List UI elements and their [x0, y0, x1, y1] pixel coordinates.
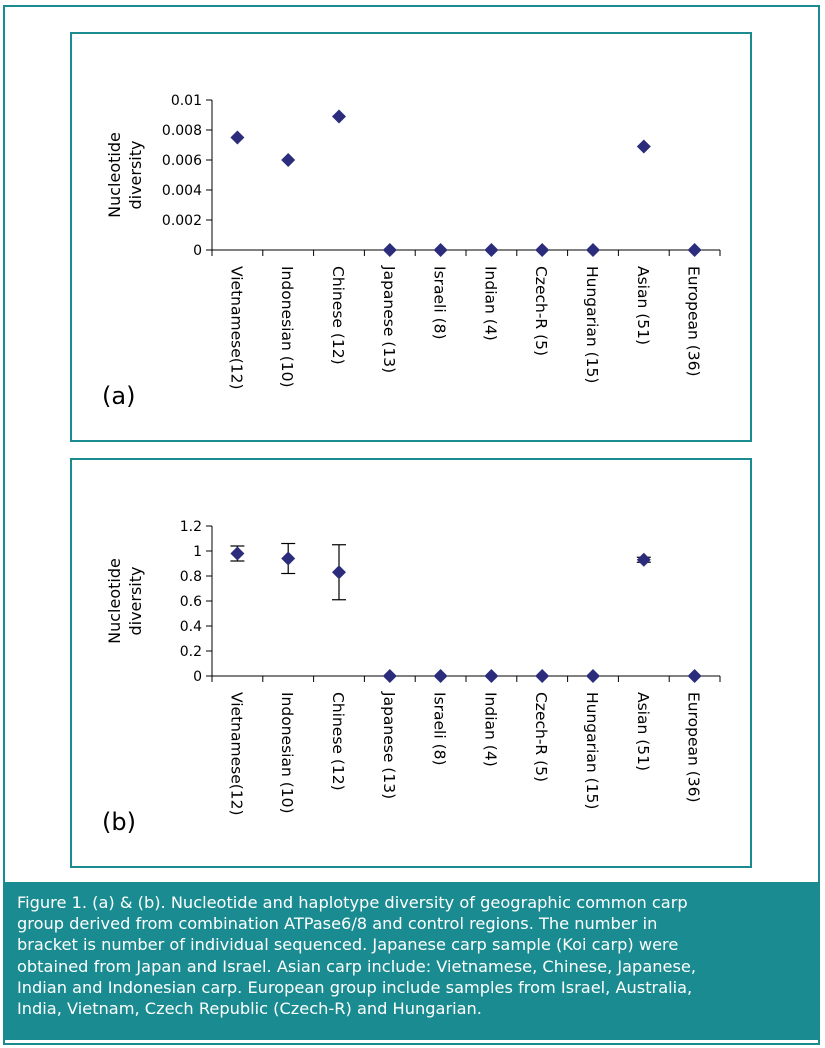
caption-line: bracket is number of individual sequence… [17, 935, 679, 955]
y-axis-label: diversity [126, 140, 145, 209]
x-category-label: Czech-R (5) [532, 692, 550, 782]
figure-frame [3, 5, 820, 1045]
data-point [586, 669, 600, 683]
caption-line: Indian and Indonesian carp. European gro… [17, 977, 693, 997]
data-point [636, 139, 651, 154]
y-tick-label: 1 [193, 544, 202, 560]
data-point [484, 669, 499, 683]
data-point [687, 669, 702, 683]
data-point [332, 565, 346, 580]
chart-panel-b: 0 0.2 0.4 0.6 0.8 1 1.2 Nucleotide diversity Viet… [70, 458, 752, 868]
x-category-label: Vietnamese(12) [227, 692, 245, 816]
panel-label: (b) [102, 808, 136, 836]
x-category-label: European (36) [685, 692, 703, 803]
figure-caption: Figure 1. (a) & (b). Nucleotide and hapl… [5, 882, 818, 1040]
data-point [687, 243, 702, 257]
data-point [484, 243, 499, 257]
data-point [586, 243, 600, 257]
chart-panel-a: 0 0.002 0.004 0.006 0.008 0.01 Nucleotide diver… [70, 32, 752, 442]
y-tick-label: 0.008 [162, 123, 202, 139]
x-category-label: Czech-R (5) [532, 266, 550, 356]
y-axis-label: diversity [126, 566, 145, 635]
y-tick-label: 0.006 [162, 153, 202, 169]
data-point [230, 546, 245, 561]
data-point [382, 669, 397, 683]
y-tick-label: 0 [193, 669, 202, 685]
x-category-label: Hungarian (15) [583, 692, 601, 809]
data-point [281, 153, 296, 167]
x-category-label: Japanese (13) [380, 265, 398, 373]
x-category-label: European (36) [685, 266, 703, 377]
x-category-label: Asian (51) [634, 692, 652, 771]
chart-a-svg: 0 0.002 0.004 0.006 0.008 0.01 Nucleotide diver… [102, 93, 721, 410]
caption-line: group derived from combination ATPase6/8… [17, 914, 658, 934]
caption-line: Figure 1. (a) & (b). Nucleotide and hapl… [17, 893, 688, 912]
x-category-label: Vietnamese(12) [227, 266, 245, 390]
y-tick-label: 0.004 [162, 183, 202, 199]
data-point [230, 130, 245, 145]
data-point [382, 243, 397, 257]
panel-label: (a) [102, 382, 135, 410]
y-axis-label: Nucleotide [105, 132, 124, 218]
y-tick-label: 0.2 [180, 644, 202, 660]
data-point [535, 669, 550, 683]
data-point [433, 669, 448, 683]
y-tick-label: 0.6 [180, 594, 202, 610]
data-point [433, 243, 448, 257]
x-category-label: Japanese (13) [380, 691, 398, 799]
x-category-label: Asian (51) [634, 266, 652, 345]
y-axis-label: Nucleotide [105, 558, 124, 644]
x-category-label: Indonesian (10) [278, 266, 296, 388]
data-point [332, 109, 346, 124]
caption-line: obtained from Japan and Israel. Asian ca… [17, 956, 697, 976]
y-tick-label: 0.4 [180, 619, 202, 635]
data-point [281, 551, 296, 566]
data-point [636, 552, 651, 567]
y-tick-label: 1.2 [180, 519, 202, 535]
y-tick-label: 0.01 [171, 93, 202, 109]
x-category-label: Chinese (12) [329, 266, 347, 365]
x-category-label: Hungarian (15) [583, 266, 601, 383]
x-category-label: Israeli (8) [431, 692, 449, 766]
data-point [535, 243, 550, 257]
caption-line: India, Vietnam, Czech Republic (Czech-R)… [17, 999, 482, 1019]
y-tick-label: 0.002 [162, 213, 202, 229]
x-category-label: Israeli (8) [431, 266, 449, 340]
y-tick-label: 0.8 [180, 569, 202, 585]
x-category-label: Indonesian (10) [278, 692, 296, 814]
chart-b-svg: 0 0.2 0.4 0.6 0.8 1 1.2 Nucleotide diversity Viet… [102, 519, 721, 836]
y-tick-label: 0 [193, 243, 202, 259]
x-category-label: Indian (4) [481, 266, 499, 341]
x-category-label: Chinese (12) [329, 692, 347, 791]
x-category-label: Indian (4) [481, 692, 499, 767]
